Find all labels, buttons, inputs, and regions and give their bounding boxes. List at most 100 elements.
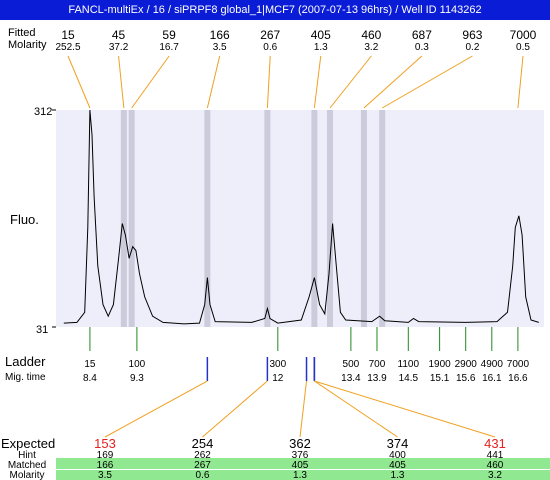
ladder-size-label: 7000 <box>507 359 530 370</box>
fitted-peak-connector <box>118 55 125 109</box>
fitted-peak-connector <box>313 55 322 109</box>
fitted-peak-connector <box>206 55 221 109</box>
fitted-molarity-label: 1.3 <box>314 42 328 53</box>
molarity-row-label: Molarity <box>8 39 47 51</box>
matched-molarity-value: 3.2 <box>488 470 502 480</box>
fitted-size-label: 687 <box>412 28 432 42</box>
expected-connector <box>314 380 398 438</box>
expected-connector <box>314 380 496 438</box>
ladder-mig-time-label: 16.1 <box>482 373 502 384</box>
matched-value: 166 <box>97 460 114 471</box>
matched-molarity-value: 1.3 <box>391 470 405 480</box>
matched-value: 460 <box>487 460 504 471</box>
expected-value: 153 <box>94 436 116 451</box>
matched-molarity-value: 3.5 <box>98 470 112 480</box>
fitted-size-label: 45 <box>112 28 126 42</box>
fitted-size-label: 166 <box>210 28 230 42</box>
ladder-size-label: 15 <box>84 359 96 370</box>
matched-molarity-value: 1.3 <box>293 470 307 480</box>
peak-marker-band <box>360 110 367 327</box>
hint-value: 169 <box>97 450 114 461</box>
matched-value: 267 <box>194 460 211 471</box>
matched-molarity-value: 0.6 <box>196 470 210 480</box>
expected-value: 431 <box>484 436 506 451</box>
fitted-size-label: 59 <box>162 28 176 42</box>
expected-row-label: Expected <box>1 436 55 451</box>
ladder-size-label: 500 <box>343 359 360 370</box>
fitted-peak-connector <box>363 55 423 109</box>
expected-connector <box>299 380 308 438</box>
ladder-mig-time-label: 16.6 <box>508 373 528 384</box>
fitted-size-label: 7000 <box>510 28 537 42</box>
ladder-size-label: 700 <box>369 359 386 370</box>
fitted-peak-connector <box>67 55 91 109</box>
ladder-mig-time-label: 14.5 <box>399 373 419 384</box>
hint-value: 262 <box>194 450 211 461</box>
ladder-mig-time-label: 9.3 <box>130 373 144 384</box>
fitted-size-label: 963 <box>462 28 482 42</box>
ladder-size-label: 1100 <box>398 359 420 370</box>
bottom-molarity-row-label: Molarity <box>9 470 44 480</box>
fluorescence-trace <box>63 109 539 325</box>
fitted-size-label: 460 <box>361 28 381 42</box>
ladder-size-label: 1900 <box>428 359 451 370</box>
ladder-mig-time-label: 8.4 <box>83 373 97 384</box>
fitted-molarity-label: 3.5 <box>213 42 227 53</box>
fluo-axis-label: Fluo. <box>10 212 39 227</box>
hint-row-label: Hint <box>18 450 36 461</box>
expected-connector <box>104 380 208 438</box>
ladder-row-label: Ladder <box>5 354 46 369</box>
fitted-molarity-label: 252.5 <box>55 42 80 53</box>
plot-area <box>56 110 544 327</box>
expected-connector <box>202 380 268 438</box>
expected-value: 362 <box>289 436 311 451</box>
hint-value: 400 <box>389 450 406 461</box>
fitted-peak-connector <box>517 55 524 109</box>
fitted-peak-connector <box>329 55 372 109</box>
molarity-row-bg <box>56 470 550 480</box>
ladder-mig-time-label: 15.6 <box>456 373 476 384</box>
fitted-molarity-label: 16.7 <box>159 42 179 53</box>
ladder-size-label: 4900 <box>481 359 504 370</box>
expected-value: 374 <box>387 436 409 451</box>
peak-marker-band <box>327 110 334 327</box>
fitted-peak-connector <box>266 55 271 109</box>
hint-value: 376 <box>292 450 309 461</box>
hint-value: 441 <box>487 450 504 461</box>
fitted-molarity-label: 0.3 <box>415 42 429 53</box>
fitted-row-label: Fitted <box>8 27 36 39</box>
matched-value: 405 <box>292 460 309 471</box>
peak-marker-band <box>204 110 211 327</box>
ladder-mig-time-label: 13.9 <box>367 373 387 384</box>
peak-marker-band <box>264 110 271 327</box>
fitted-molarity-label: 0.5 <box>516 42 530 53</box>
fitted-size-label: 405 <box>311 28 331 42</box>
peak-marker-band <box>379 110 386 327</box>
fitted-molarity-label: 3.2 <box>364 42 378 53</box>
ladder-mig-time-label: 15.1 <box>430 373 450 384</box>
peak-marker-band <box>311 110 318 327</box>
fitted-molarity-label: 0.6 <box>263 42 277 53</box>
mig-time-row-label: Mig. time <box>5 372 46 383</box>
matched-row-label: Matched <box>8 460 46 471</box>
fitted-molarity-label: 37.2 <box>109 42 129 53</box>
matched-value: 405 <box>389 460 406 471</box>
ladder-size-label: 300 <box>269 359 286 370</box>
ladder-mig-time-label: 12 <box>272 373 284 384</box>
y-tick-max: 312 <box>34 106 52 118</box>
fitted-peak-connector <box>381 55 473 109</box>
ladder-mig-time-label: 13.4 <box>341 373 361 384</box>
window-title: FANCL-multiEx / 16 / siPRPF8 global_1|MC… <box>0 0 550 20</box>
ladder-size-label: 2900 <box>455 359 478 370</box>
fitted-peak-connector <box>131 55 170 109</box>
fitted-size-label: 15 <box>61 28 75 42</box>
fitted-size-label: 267 <box>260 28 280 42</box>
peak-marker-band <box>120 110 127 327</box>
peak-marker-band <box>128 110 135 327</box>
expected-value: 254 <box>192 436 214 451</box>
fitted-molarity-label: 0.2 <box>465 42 479 53</box>
matched-row-bg <box>56 458 550 469</box>
y-tick-min: 31 <box>36 324 48 336</box>
ladder-size-label: 100 <box>129 359 146 370</box>
